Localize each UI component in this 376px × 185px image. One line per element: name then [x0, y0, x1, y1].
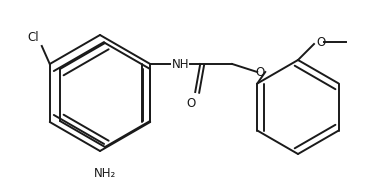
Text: NH₂: NH₂: [94, 167, 116, 180]
Text: O: O: [256, 65, 265, 78]
Text: NH: NH: [172, 58, 190, 70]
Text: O: O: [316, 36, 325, 48]
Text: O: O: [186, 97, 196, 110]
Text: Cl: Cl: [27, 31, 39, 44]
